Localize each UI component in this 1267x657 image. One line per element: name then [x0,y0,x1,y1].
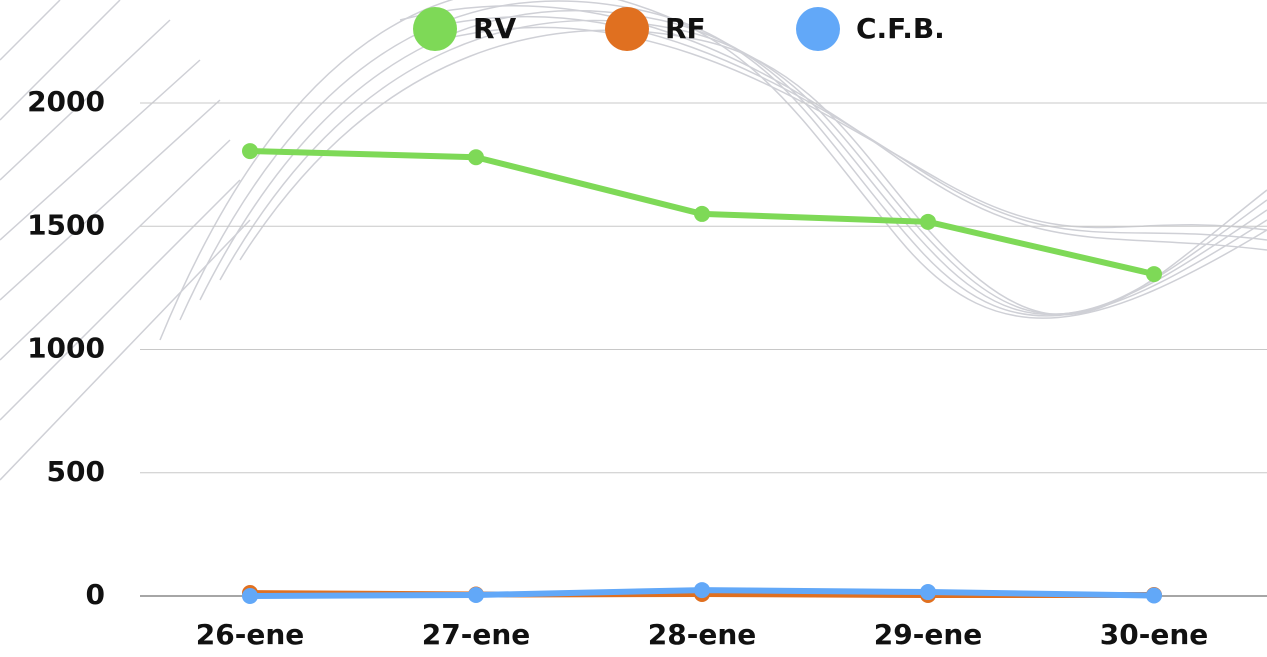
y-tick-label: 500 [47,455,105,488]
y-tick-label: 0 [86,578,105,611]
legend-marker [796,7,840,51]
legend-marker [413,7,457,51]
legend-label: RF [665,12,706,45]
data-point [920,584,936,601]
y-tick-label: 1000 [27,332,105,365]
x-tick-label: 29-ene [874,618,983,651]
data-point [242,588,258,604]
data-point [468,587,484,604]
data-point [694,205,710,222]
x-tick-label: 27-ene [422,618,531,651]
plot-area: 0 500 1000 1500 2000 26-ene 27-ene 28-ene 29-ene… [27,85,1267,651]
legend-marker [605,7,649,51]
data-point [1146,587,1162,604]
legend: RV RF C.F.B. [413,7,945,51]
data-point [920,213,936,230]
legend-label: RV [473,12,517,45]
y-tick-label: 1500 [27,208,105,241]
data-point [694,582,710,599]
legend-label: C.F.B. [856,12,945,45]
data-point [468,149,484,166]
y-tick-label: 2000 [27,85,105,118]
x-tick-label: 26-ene [196,618,305,651]
background-decoration [0,0,1267,481]
x-tick-label: 30-ene [1100,618,1209,651]
data-point [1146,266,1162,283]
data-point [242,143,258,160]
x-tick-label: 28-ene [648,618,757,651]
